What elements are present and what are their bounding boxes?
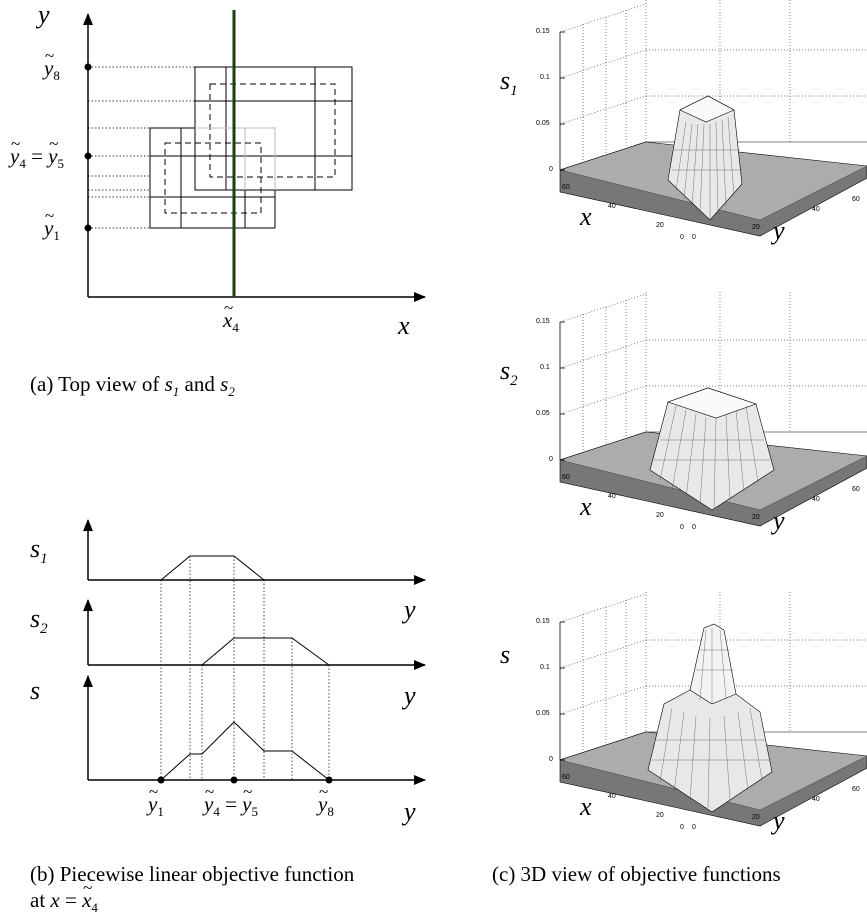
- curve-s2: [201, 637, 330, 666]
- c2-ytick-1: 20: [752, 514, 760, 521]
- c3-xtick-2: 20: [656, 812, 664, 819]
- c3-ytick-3: 60: [852, 786, 860, 793]
- c3-ztick-3: 0: [549, 756, 553, 763]
- tick-y4-eq-y5: y4 = y5: [10, 132, 64, 176]
- c3-ytick-0: 0: [692, 824, 696, 831]
- c3-xtick-0: 60: [562, 774, 570, 781]
- c2-ytick-0: 0: [692, 524, 696, 531]
- c1-xtick-2: 20: [656, 222, 664, 229]
- tick-y1: y1: [44, 204, 60, 248]
- c1-xtick-3: 0: [680, 234, 684, 241]
- c1-ztick-3: 0: [549, 166, 553, 173]
- plot-s2-label: s2: [30, 604, 48, 638]
- c1-ytick-2: 40: [812, 206, 820, 213]
- panel-c-3d-views: [559, 0, 867, 827]
- c1-ztick-2: 0.05: [536, 120, 550, 127]
- c2-xtick-0: 60: [562, 474, 570, 481]
- c3-x-label: x: [580, 792, 592, 821]
- c2-ztick-2: 0.05: [536, 410, 550, 417]
- c2-ytick-2: 40: [812, 496, 820, 503]
- rect-s2: [194, 66, 353, 191]
- tick-b-y1: y1: [148, 780, 164, 824]
- plot-s1-label: s1: [30, 534, 48, 568]
- c3-xtick-1: 40: [608, 793, 616, 800]
- surface-s2: [559, 292, 867, 527]
- c1-ztick-0: 0.15: [536, 28, 550, 35]
- surface-s1: [559, 0, 867, 237]
- c3-ztick-0: 0.15: [536, 618, 550, 625]
- plot-s2-axis-label: y: [404, 681, 416, 710]
- c1-ytick-1: 20: [752, 224, 760, 231]
- panel-b-piecewise: [83, 519, 426, 785]
- c3-ztick-1: 0.1: [540, 664, 550, 671]
- panel-a-y-axis-label: y: [38, 0, 50, 29]
- c1-ytick-0: 0: [692, 234, 696, 241]
- curve-s1: [160, 555, 265, 581]
- tick-x4: x4: [223, 296, 239, 340]
- rect-s1: [149, 127, 276, 229]
- c2-xtick-1: 40: [608, 493, 616, 500]
- curve-s: [160, 721, 330, 781]
- c2-ztick-0: 0.15: [536, 318, 550, 325]
- c2-xtick-2: 20: [656, 512, 664, 519]
- caption-b-line2: at x = x4: [30, 876, 98, 920]
- c1-xtick-1: 40: [608, 203, 616, 210]
- caption-a: (a) Top view of s1 and s2: [30, 372, 235, 400]
- plot-s-axis-label: y: [404, 797, 416, 826]
- c2-x-label: x: [580, 492, 592, 521]
- plot-s1-axis-label: y: [404, 595, 416, 624]
- c1-ytick-3: 60: [852, 196, 860, 203]
- plot-s-label: s: [30, 676, 41, 705]
- c3-ytick-2: 40: [812, 796, 820, 803]
- c3-ztick-2: 0.05: [536, 710, 550, 717]
- caption-c: (c) 3D view of objective functions: [492, 862, 781, 886]
- c2-ztick-1: 0.1: [540, 364, 550, 371]
- c2-ytick-3: 60: [852, 486, 860, 493]
- c3-y-label: y: [773, 806, 785, 835]
- panel-a-top-view: [83, 10, 426, 302]
- tick-b-y4-eq-y5: y4 = y5: [204, 780, 258, 824]
- c1-y-label: y: [773, 216, 785, 245]
- c2-ztick-3: 0: [549, 456, 553, 463]
- tick-y8: y8: [44, 44, 60, 88]
- c1-ztick-1: 0.1: [540, 74, 550, 81]
- c1-z-label: s1: [500, 66, 518, 100]
- surface-s: [559, 592, 867, 827]
- c1-xtick-0: 60: [562, 184, 570, 191]
- c3-xtick-3: 0: [680, 824, 684, 831]
- tick-b-y8: y8: [318, 780, 334, 824]
- c2-y-label: y: [773, 506, 785, 535]
- panel-a-projection-lines: [88, 66, 195, 229]
- c2-z-label: s2: [500, 356, 518, 390]
- c2-xtick-3: 0: [680, 524, 684, 531]
- c3-z-label: s: [500, 640, 511, 669]
- panel-a-x-axis-label: x: [398, 311, 410, 340]
- c1-x-label: x: [580, 202, 592, 231]
- caption-b-line1: (b) Piecewise linear objective function: [30, 862, 355, 886]
- c3-ytick-1: 20: [752, 814, 760, 821]
- panel-b-dotted-guides: [160, 556, 330, 780]
